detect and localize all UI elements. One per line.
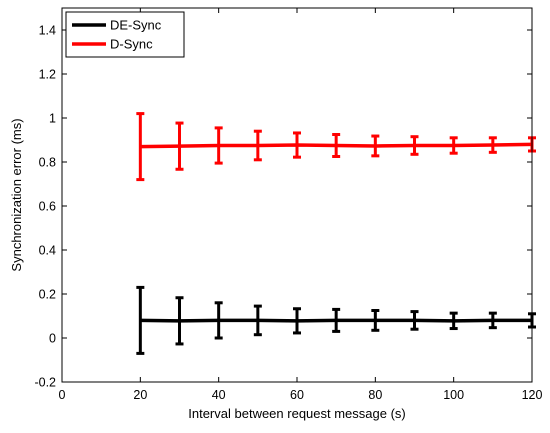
x-tick-label-3: 60 — [290, 388, 304, 402]
x-tick-label-5: 100 — [443, 388, 464, 402]
legend-label-de-sync: DE-Sync — [110, 18, 162, 33]
series-line-d-sync — [140, 142, 533, 149]
series-d-sync — [136, 112, 536, 182]
x-tick-label-2: 40 — [212, 388, 226, 402]
x-tick-label-4: 80 — [368, 388, 382, 402]
y-tick-label-7: 1.2 — [39, 68, 56, 82]
legend: DE-Sync D-Sync — [65, 11, 185, 58]
y-tick-label-8: 1.4 — [39, 24, 56, 38]
series-de-sync — [136, 285, 536, 355]
x-tick-label-0: 0 — [59, 388, 66, 402]
y-tick-label-2: 0.2 — [39, 288, 56, 302]
y-tick-label-6: 1 — [49, 112, 56, 126]
y-tick-label-3: 0.4 — [39, 244, 56, 258]
y-tick-label-4: 0.6 — [39, 200, 56, 214]
x-tick-label-6: 120 — [522, 388, 543, 402]
y-axis-label: Synchronization error (ms) — [9, 118, 24, 271]
axis-ticks: 0 20 40 60 80 100 120-0.200.20.40.60.811.21.4 — [34, 8, 542, 402]
y-tick-label-1: 0 — [49, 332, 56, 346]
plot-marks — [136, 112, 536, 355]
x-tick-label-1: 20 — [133, 388, 147, 402]
x-axis-label: Interval between request message (s) — [188, 406, 406, 421]
legend-box — [65, 11, 185, 58]
legend-label-d-sync: D-Sync — [110, 37, 153, 52]
y-tick-label-5: 0.8 — [39, 156, 56, 170]
y-tick-label-0: -0.2 — [34, 376, 56, 390]
